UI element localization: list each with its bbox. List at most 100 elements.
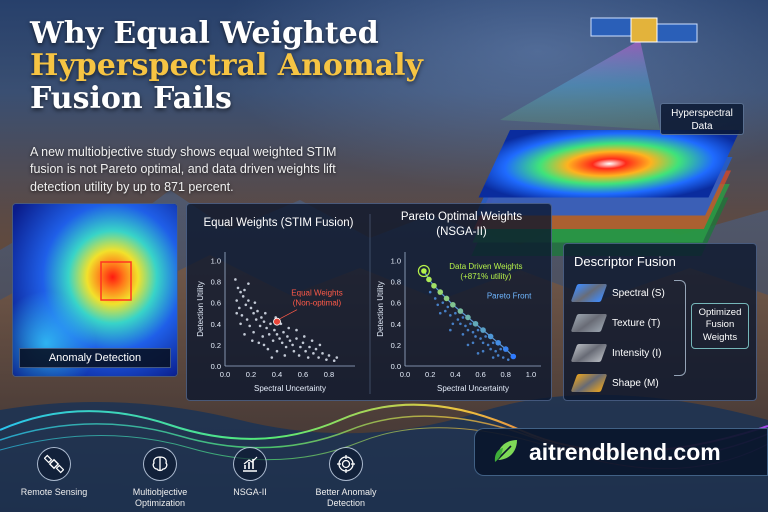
chart-1-title: Equal Weights (STIM Fusion) <box>203 217 354 229</box>
y-tick-label: 0.4 <box>391 320 401 329</box>
scatter-point <box>479 337 482 340</box>
scatter-point <box>278 337 281 340</box>
fusion-item-shape: Shape (M) <box>570 372 659 394</box>
fusion-title: Descriptor Fusion <box>574 254 676 269</box>
scatter-point <box>282 330 285 334</box>
pareto-point <box>510 353 517 360</box>
x-tick-label: 0.4 <box>272 370 282 379</box>
anomaly-heatmap <box>13 204 177 376</box>
scatter-point <box>265 326 268 330</box>
spectral-swatch <box>570 284 608 302</box>
scatter-point <box>243 333 246 336</box>
anomaly-detection-panel: Anomaly Detection <box>12 203 178 377</box>
scatter-point <box>491 341 495 345</box>
scatter-point <box>238 306 241 310</box>
scatter-point <box>234 278 237 281</box>
scatter-point <box>436 303 440 307</box>
scatter-point <box>236 286 240 290</box>
scatter-point <box>335 356 339 359</box>
y-axis-label: Detection Utility <box>376 281 385 337</box>
scatter-point <box>449 314 452 317</box>
icon-label-line1: Better Anomaly <box>315 487 377 497</box>
y-tick-label: 0.6 <box>211 299 221 308</box>
brain-icon <box>143 447 177 481</box>
scatter-point <box>271 339 275 342</box>
scatter-point <box>451 322 455 326</box>
icon-better-detection: Better Anomaly Detection <box>300 447 392 510</box>
icon-label-line2: Detection <box>326 498 366 509</box>
scatter-point <box>248 324 251 328</box>
optimized-weights-box: Optimized Fusion Weights <box>691 303 749 349</box>
scatter-point <box>456 318 460 321</box>
scatter-point <box>486 343 490 347</box>
pareto-point <box>457 308 464 314</box>
fusion-item-spectral: Spectral (S) <box>570 282 665 304</box>
scatter-point <box>254 318 258 321</box>
scatter-point <box>459 322 462 326</box>
pareto-point <box>437 289 444 295</box>
scatter-point <box>262 320 266 323</box>
leaf-icon <box>493 436 521 469</box>
fusion-brace <box>674 280 686 376</box>
descriptor-fusion-panel: Descriptor Fusion Spectral (S) Texture (… <box>563 243 757 401</box>
scatter-point <box>446 305 450 309</box>
pareto-point <box>502 346 509 352</box>
x-tick-label: 1.0 <box>526 370 536 379</box>
scatter-point <box>280 341 284 345</box>
scatter-point <box>252 330 255 334</box>
x-axis-label: Spectral Uncertainty <box>254 384 326 393</box>
scatter-point <box>303 335 306 338</box>
brand-banner[interactable]: aitrendblend.com <box>474 428 768 476</box>
y-tick-label: 0.6 <box>391 299 401 308</box>
scatter-point <box>484 335 487 338</box>
scatter-point <box>258 324 262 328</box>
scatter-point <box>239 290 242 294</box>
scatter-point <box>275 333 279 336</box>
scatter-point <box>288 339 292 342</box>
scatter-point <box>466 328 470 332</box>
pareto-point <box>487 333 494 340</box>
scatter-point <box>284 345 288 349</box>
scatter-point <box>489 347 492 351</box>
scatter-point <box>466 343 470 347</box>
texture-swatch <box>570 314 608 332</box>
anomaly-box <box>100 261 132 301</box>
equal-weights-leader <box>279 309 298 320</box>
scatter-point <box>249 306 253 310</box>
pareto-point <box>465 314 471 321</box>
pareto-point <box>431 282 437 289</box>
page-title: Why Equal Weighted Hyperspectral Anomaly… <box>30 17 423 116</box>
scatter-point <box>301 341 305 345</box>
x-tick-label: 0.0 <box>220 370 230 379</box>
title-line-3: Fusion Fails <box>30 80 232 116</box>
scatter-point <box>464 324 467 328</box>
title-line-2: Hyperspectral Anomaly <box>30 48 423 84</box>
scatter-point <box>235 311 238 315</box>
scatter-point <box>308 345 311 349</box>
equal-weights-point <box>273 317 281 326</box>
scatter-point <box>287 326 290 330</box>
y-tick-label: 0.4 <box>211 320 221 329</box>
chart-2-title-text: Pareto Optimal Weights (NSGA-II) <box>400 211 523 238</box>
x-tick-label: 0.2 <box>246 370 256 379</box>
scatter-point <box>449 328 452 332</box>
scatter-point <box>494 349 497 353</box>
y-tick-label: 0.0 <box>391 362 401 371</box>
fusion-item-label: Shape (M) <box>612 377 659 389</box>
scatter-point <box>243 288 246 292</box>
opt-line-3: Weights <box>702 331 738 343</box>
scatter-point <box>286 335 289 338</box>
charts-panel: Equal Weights (STIM Fusion) Pareto Optim… <box>186 203 552 401</box>
subtitle: A new multiobjective study shows equal w… <box>30 145 337 194</box>
scatter-point <box>325 358 328 361</box>
pareto-front-label: Pareto Front <box>487 291 532 300</box>
anomaly-caption: Anomaly Detection <box>19 348 171 368</box>
pareto-point <box>426 276 432 283</box>
scatter-point <box>310 339 314 342</box>
pareto-point <box>495 339 501 346</box>
scatter-point <box>304 349 307 353</box>
scatter-point <box>297 354 301 357</box>
scatter-point <box>481 341 485 345</box>
scatter-point <box>240 314 244 317</box>
scatter-point <box>474 335 477 338</box>
